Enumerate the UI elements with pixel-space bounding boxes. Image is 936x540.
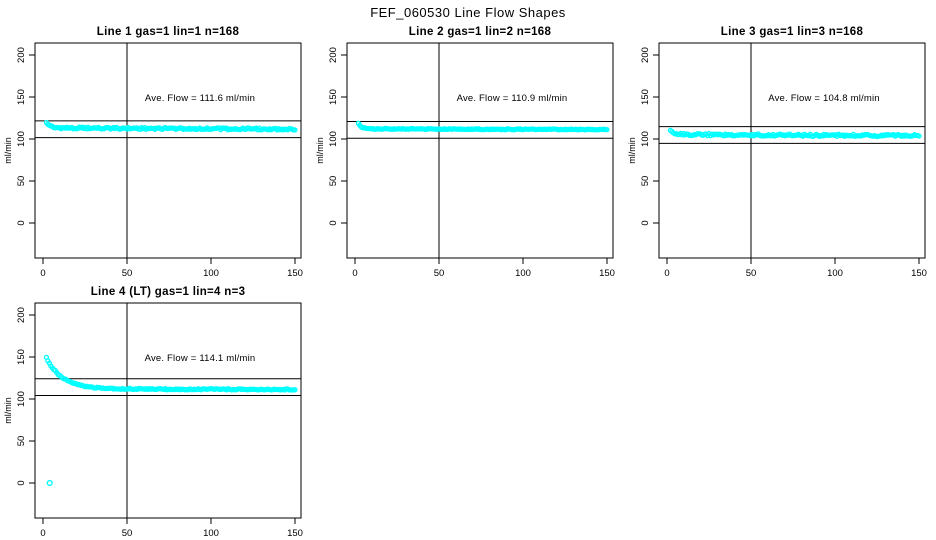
ave-flow-annotation: Ave. Flow = 114.1 ml/min xyxy=(145,353,256,364)
y-tick-label: 0 xyxy=(16,220,27,225)
subplot-svg: Line 2 gas=1 lin=2 n=168 0 50 100 150 0 50 100 1… xyxy=(315,26,615,279)
data-points xyxy=(355,120,610,133)
y-tick-label: 150 xyxy=(328,89,339,105)
y-tick-label: 50 xyxy=(16,176,27,187)
subplot-line1: Line 1 gas=1 lin=1 n=168 0 50 100 150 0 50 100 1… xyxy=(0,22,320,302)
x-tick-label: 50 xyxy=(434,268,445,279)
y-tick-label: 100 xyxy=(640,131,651,147)
y-tick-label: 0 xyxy=(16,480,27,485)
y-tick-label: 200 xyxy=(640,47,651,63)
x-tick-label: 0 xyxy=(40,268,45,279)
subplot-title: Line 1 gas=1 lin=1 n=168 xyxy=(97,26,240,38)
subplot-line2: Line 2 gas=1 lin=2 n=168 0 50 100 150 0 50 100 1… xyxy=(312,22,632,302)
y-tick-label: 150 xyxy=(640,89,651,105)
x-tick-label: 100 xyxy=(827,268,843,279)
y-tick-label: 50 xyxy=(328,176,339,187)
x-tick-label: 50 xyxy=(122,268,133,279)
x-tick-label: 50 xyxy=(122,528,133,539)
data-point xyxy=(916,133,922,139)
subplot-title: Line 4 (LT) gas=1 lin=4 n=3 xyxy=(91,286,246,298)
y-tick-label: 100 xyxy=(328,131,339,147)
data-points xyxy=(43,119,298,133)
x-tick-label: 0 xyxy=(352,268,357,279)
y-tick-label: 150 xyxy=(16,349,27,365)
x-tick-label: 100 xyxy=(203,268,219,279)
y-tick-label: 200 xyxy=(16,47,27,63)
y-axis-label: ml/min xyxy=(3,397,13,424)
plot-box xyxy=(34,42,302,259)
plot-box xyxy=(658,42,926,259)
subplot-title: Line 3 gas=1 lin=3 n=168 xyxy=(721,26,864,38)
y-tick-label: 100 xyxy=(16,391,27,407)
subplot-line3: Line 3 gas=1 lin=3 n=168 0 50 100 150 0 50 100 1… xyxy=(624,22,936,302)
subplot-svg: Line 4 (LT) gas=1 lin=4 n=3 0 50 100 150 0 50 1… xyxy=(3,286,303,539)
plot-box xyxy=(346,42,614,259)
x-tick-label: 150 xyxy=(287,268,303,279)
y-tick-label: 150 xyxy=(16,89,27,105)
data-points xyxy=(43,354,298,487)
subplot-svg: Line 3 gas=1 lin=3 n=168 0 50 100 150 0 50 100 1… xyxy=(627,26,927,279)
subplot-svg: Line 1 gas=1 lin=1 n=168 0 50 100 150 0 50 100 1… xyxy=(3,26,303,279)
x-tick-label: 150 xyxy=(911,268,927,279)
x-tick-label: 100 xyxy=(515,268,531,279)
y-tick-label: 200 xyxy=(328,47,339,63)
figure-title: FEF_060530 Line Flow Shapes xyxy=(370,5,566,20)
subplot-title: Line 2 gas=1 lin=2 n=168 xyxy=(409,26,552,38)
x-tick-label: 100 xyxy=(203,528,219,539)
outlier-point xyxy=(46,479,53,487)
data-point xyxy=(604,126,610,133)
y-tick-label: 100 xyxy=(16,131,27,147)
y-axis-label: ml/min xyxy=(627,137,637,164)
x-tick-label: 50 xyxy=(746,268,757,279)
y-tick-label: 50 xyxy=(640,176,651,187)
y-tick-label: 200 xyxy=(16,307,27,323)
x-tick-label: 150 xyxy=(599,268,615,279)
x-tick-label: 0 xyxy=(40,528,45,539)
x-tick-label: 150 xyxy=(287,528,303,539)
data-point xyxy=(292,127,298,133)
plot-box xyxy=(34,302,302,519)
y-tick-label: 0 xyxy=(328,220,339,225)
ave-flow-annotation: Ave. Flow = 104.8 ml/min xyxy=(768,93,880,104)
data-points xyxy=(667,127,922,140)
y-tick-label: 50 xyxy=(16,436,27,447)
y-tick-label: 0 xyxy=(640,220,651,225)
ave-flow-annotation: Ave. Flow = 111.6 ml/min xyxy=(145,93,255,104)
y-axis-label: ml/min xyxy=(3,137,13,164)
data-point xyxy=(292,387,298,393)
ave-flow-annotation: Ave. Flow = 110.9 ml/min xyxy=(457,93,568,104)
x-tick-label: 0 xyxy=(664,268,669,279)
y-axis-label: ml/min xyxy=(315,137,325,164)
subplot-line4: Line 4 (LT) gas=1 lin=4 n=3 0 50 100 150 0 50 1… xyxy=(0,282,320,540)
